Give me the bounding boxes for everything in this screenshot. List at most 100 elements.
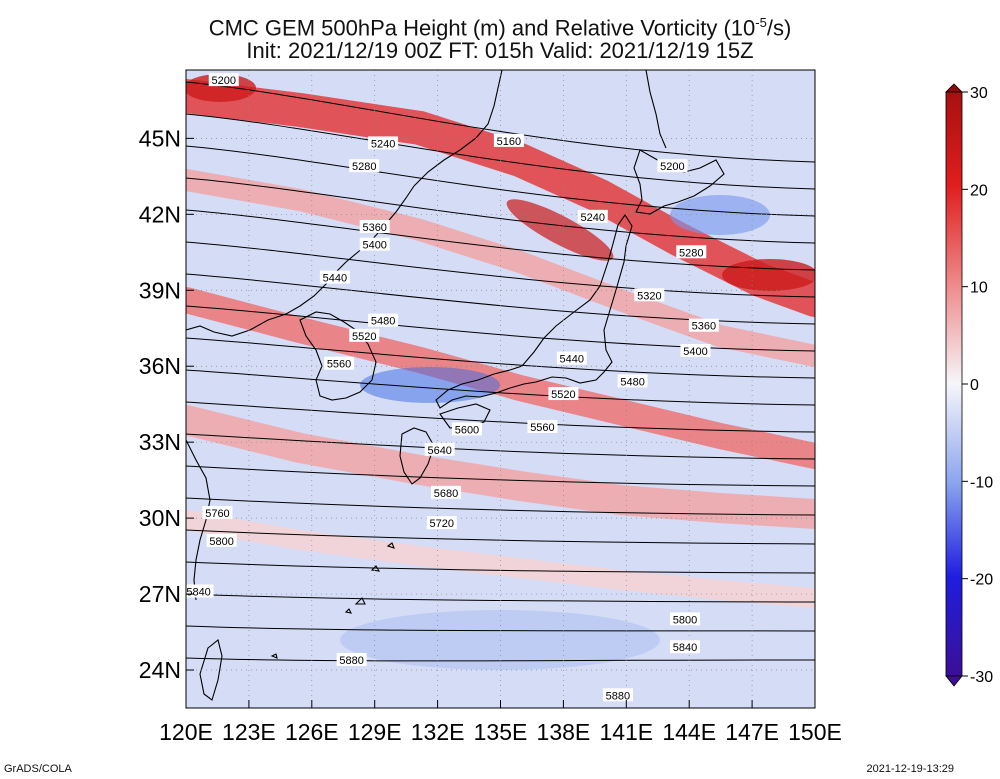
- contour-label: 5440: [556, 351, 587, 366]
- colorbar-top-arrow: [945, 83, 963, 93]
- vorticity-band: [186, 510, 815, 608]
- contour-line: [186, 529, 815, 545]
- lat-tick-label: 45N: [139, 125, 181, 151]
- svg-text:5200: 5200: [660, 161, 684, 173]
- contour-label: 5240: [368, 136, 399, 150]
- contour-label: 5800: [206, 533, 237, 548]
- svg-text:5240: 5240: [371, 138, 395, 150]
- colorbar-tick-label: -20: [970, 572, 993, 589]
- lat-tick-label: 36N: [139, 353, 181, 379]
- svg-text:5360: 5360: [692, 321, 716, 333]
- lon-tick-label: 132E: [411, 719, 465, 745]
- timestamp-text: 2021-12-19-13:29: [866, 763, 954, 775]
- contour-line: [186, 241, 815, 298]
- colorbar-tick-label: 10: [970, 280, 988, 297]
- svg-text:5360: 5360: [362, 222, 386, 234]
- svg-text:5320: 5320: [637, 290, 661, 302]
- vorticity-max: [506, 199, 614, 261]
- contour-line: [186, 177, 815, 244]
- svg-text:5800: 5800: [209, 536, 233, 548]
- svg-text:5400: 5400: [683, 346, 707, 358]
- svg-text:5640: 5640: [427, 445, 451, 457]
- chart-title-line1: CMC GEM 500hPa Height (m) and Relative V…: [208, 15, 792, 41]
- lon-tick-label: 129E: [348, 719, 402, 745]
- lon-tick-label: 126E: [285, 719, 339, 745]
- vorticity-min: [670, 195, 770, 235]
- contour-line: [186, 465, 815, 487]
- contour-line: [186, 401, 815, 433]
- lon-tick-label: 123E: [222, 719, 276, 745]
- contour-label: 5360: [359, 219, 390, 234]
- vorticity-band: [186, 287, 815, 469]
- lat-tick-label: 33N: [139, 429, 181, 455]
- contour-line: [186, 209, 815, 271]
- svg-text:5800: 5800: [673, 614, 697, 626]
- colorbar-gradient: [945, 91, 963, 677]
- contour-label: 5600: [451, 422, 482, 437]
- colorbar: 30 20 10 0 -10 -20 -30: [945, 83, 993, 687]
- vorticity-min: [360, 367, 500, 403]
- contour-label: 5200: [208, 73, 239, 87]
- lat-tick-label: 39N: [139, 277, 181, 303]
- contour-line: [186, 593, 815, 603]
- svg-text:5760: 5760: [205, 508, 229, 520]
- colorbar-tick-label: 0: [970, 377, 979, 394]
- contour-label: 5360: [688, 318, 719, 333]
- lon-tick-label: 138E: [537, 719, 591, 745]
- contour-line: [186, 145, 815, 217]
- svg-text:5440: 5440: [560, 354, 584, 366]
- vorticity-field: [186, 74, 815, 670]
- contour-line: [186, 625, 815, 632]
- lon-tick-label: 120E: [159, 719, 213, 745]
- svg-text:5680: 5680: [434, 488, 458, 500]
- lat-tick-label: 27N: [139, 581, 181, 607]
- contour-line: [186, 561, 815, 574]
- latitude-axis: 24N 27N 30N 33N 36N 39N 42N 45N: [139, 125, 194, 683]
- svg-text:5560: 5560: [530, 422, 554, 434]
- colorbar-tick-label: -10: [970, 474, 993, 491]
- svg-text:5280: 5280: [352, 161, 376, 173]
- lon-tick-label: 144E: [662, 719, 716, 745]
- colorbar-tick-label: 20: [970, 182, 988, 199]
- contour-line: [186, 337, 815, 379]
- vorticity-max: [722, 259, 815, 291]
- map-plot-area: 5160 5200 5200 5240 5240 5280 5280 5320 5360 5360…: [186, 70, 815, 708]
- contour-label: 5720: [426, 516, 457, 530]
- svg-text:5840: 5840: [186, 587, 210, 599]
- contour-label: 5880: [602, 688, 633, 702]
- lat-tick-label: 30N: [139, 505, 181, 531]
- colorbar-tick-label: 30: [970, 85, 988, 102]
- contour-label: 5440: [319, 270, 350, 285]
- contour-label: 5400: [680, 344, 711, 358]
- contour-label: 5520: [548, 387, 579, 401]
- contour-label: 5640: [424, 442, 455, 457]
- contour-label: 5280: [676, 245, 707, 259]
- svg-text:5880: 5880: [606, 690, 630, 702]
- contour-label: 5680: [430, 485, 461, 500]
- lon-tick-label: 150E: [788, 719, 842, 745]
- svg-text:5480: 5480: [620, 376, 644, 388]
- lon-tick-label: 147E: [725, 719, 779, 745]
- contour-label: 5840: [186, 584, 214, 599]
- chart-title-line2: Init: 2021/12/19 00Z FT: 015h Valid: 202…: [246, 38, 754, 63]
- contour-line: [186, 657, 815, 662]
- vorticity-band: [186, 405, 815, 529]
- vorticity-min: [340, 610, 660, 670]
- longitude-axis: 120E 123E 126E 129E 132E 135E 138E 141E 144E 147E…: [159, 700, 842, 745]
- svg-text:5840: 5840: [673, 642, 697, 654]
- contour-line: [186, 81, 815, 163]
- svg-text:5160: 5160: [497, 136, 521, 148]
- colorbar-tick-label: -30: [970, 669, 993, 686]
- lat-tick-label: 42N: [139, 201, 181, 227]
- contour-label: 5160: [493, 133, 524, 148]
- contour-label: 5560: [324, 356, 355, 371]
- svg-text:5600: 5600: [455, 425, 479, 437]
- contour-line: [186, 433, 815, 460]
- contour-label: 5560: [527, 419, 558, 434]
- svg-text:5440: 5440: [323, 273, 347, 285]
- contour-label: 5320: [634, 288, 665, 302]
- contour-line: [186, 369, 815, 406]
- credit-text: GrADS/COLA: [4, 763, 72, 775]
- contour-label: 5280: [349, 159, 380, 173]
